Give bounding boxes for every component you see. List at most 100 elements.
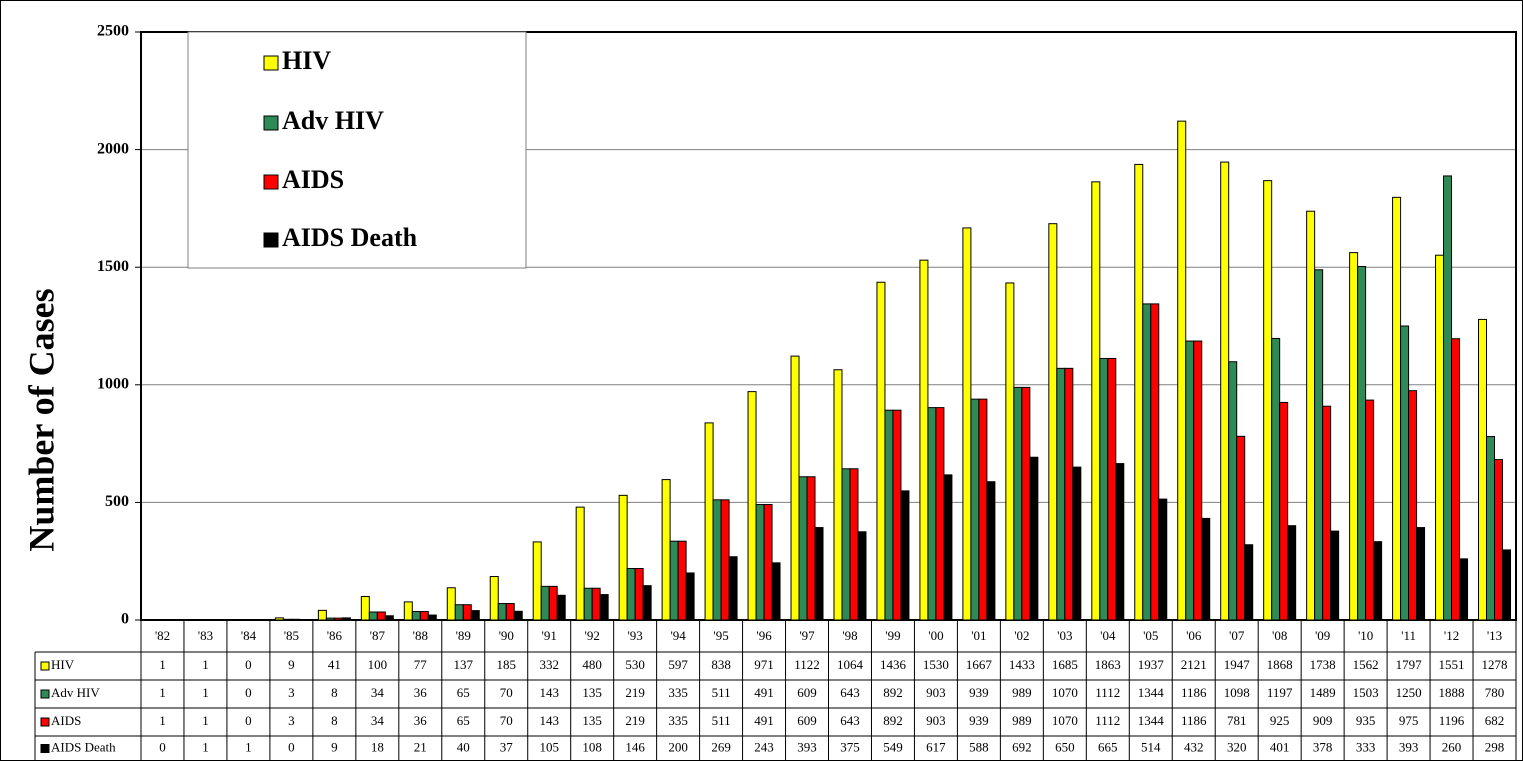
table-row-label: Adv HIV	[51, 685, 100, 700]
x-tick-label: '09	[1315, 628, 1330, 643]
bar	[927, 407, 937, 621]
table-value: 1344	[1138, 713, 1165, 728]
table-value: 1	[202, 657, 209, 672]
table-value: 260	[1442, 739, 1462, 754]
bar	[1056, 367, 1066, 621]
bar	[1279, 401, 1289, 621]
y-tick-label: 2500	[97, 23, 129, 40]
legend-label: AIDS Death	[282, 223, 418, 252]
table-value: 0	[245, 713, 252, 728]
bar	[661, 479, 671, 621]
bar	[618, 494, 628, 621]
x-tick-label: '91	[542, 628, 557, 643]
table-value: 491	[754, 713, 774, 728]
table-value: 1	[202, 713, 209, 728]
bar	[274, 617, 284, 621]
table-value: 320	[1227, 739, 1247, 754]
table-swatch	[40, 744, 50, 753]
bar	[841, 468, 851, 621]
bar	[1029, 456, 1039, 621]
bar	[849, 468, 859, 621]
bar	[1072, 466, 1082, 621]
table-value: 1186	[1181, 685, 1207, 700]
table-value: 378	[1313, 739, 1333, 754]
x-tick-label: '97	[799, 628, 815, 643]
y-axis-title: Number of Cases	[21, 288, 61, 551]
bar	[1091, 181, 1101, 621]
bar	[712, 499, 722, 621]
bar	[1099, 357, 1109, 621]
bar	[532, 541, 542, 621]
table-value: 375	[840, 739, 860, 754]
table-value: 0	[159, 739, 166, 754]
table-value: 135	[582, 713, 602, 728]
legend-swatch	[263, 115, 279, 131]
bar	[556, 594, 566, 621]
bar	[1193, 340, 1203, 621]
table-value: 1489	[1310, 685, 1336, 700]
bar	[884, 409, 894, 621]
table-value: 21	[414, 739, 427, 754]
x-tick-label: '96	[756, 628, 772, 643]
bar	[282, 618, 292, 621]
x-tick-label: '01	[971, 628, 986, 643]
bar	[1392, 196, 1402, 621]
bar	[1236, 435, 1246, 621]
x-tick-label: '12	[1444, 628, 1459, 643]
bar	[642, 585, 652, 621]
table-value: 41	[328, 657, 341, 672]
bar	[1134, 163, 1144, 621]
table-value: 1	[202, 685, 209, 700]
x-tick-label: '05	[1143, 628, 1158, 643]
bar	[489, 575, 499, 621]
bar	[333, 617, 343, 621]
bar	[798, 476, 808, 621]
bar	[403, 601, 413, 621]
bar	[962, 227, 972, 621]
table-value: 100	[368, 657, 388, 672]
x-tick-label: '04	[1100, 628, 1116, 643]
table-value: 892	[883, 685, 903, 700]
bar	[1486, 436, 1496, 621]
table-value: 3	[288, 685, 295, 700]
table-value: 597	[668, 657, 688, 672]
bar	[771, 562, 781, 621]
table-value: 1	[159, 685, 166, 700]
table-value: 1070	[1052, 685, 1078, 700]
legend-box	[187, 31, 527, 269]
x-tick-label: '99	[885, 628, 900, 643]
table-value: 1	[159, 713, 166, 728]
y-tick-label: 1000	[97, 375, 129, 392]
bar	[446, 587, 456, 621]
table-value: 939	[969, 713, 989, 728]
table-value: 1797	[1396, 657, 1423, 672]
bar	[548, 585, 558, 621]
table-value: 34	[371, 685, 385, 700]
table-value: 1098	[1224, 685, 1250, 700]
y-tick-label: 1500	[97, 258, 129, 275]
legend-label: AIDS	[282, 165, 344, 194]
bar	[790, 355, 800, 621]
table-value: 9	[331, 739, 338, 754]
bar	[677, 540, 687, 621]
bar	[341, 617, 351, 621]
bar	[720, 499, 730, 621]
table-value: 401	[1270, 739, 1290, 754]
y-tick-label: 2000	[97, 140, 129, 157]
table-value: 77	[414, 657, 428, 672]
x-tick-label: '83	[198, 628, 213, 643]
table-value: 1197	[1267, 685, 1293, 700]
table-value: 243	[754, 739, 774, 754]
bar	[1435, 254, 1445, 621]
bar	[376, 611, 386, 621]
table-value: 335	[668, 685, 688, 700]
bar	[1201, 517, 1211, 621]
table-swatch	[40, 689, 50, 699]
table-value: 480	[582, 657, 602, 672]
bar	[1357, 265, 1367, 621]
bar	[1263, 180, 1273, 621]
bar	[1048, 223, 1058, 621]
bar	[1478, 318, 1488, 621]
bar	[1021, 386, 1031, 621]
